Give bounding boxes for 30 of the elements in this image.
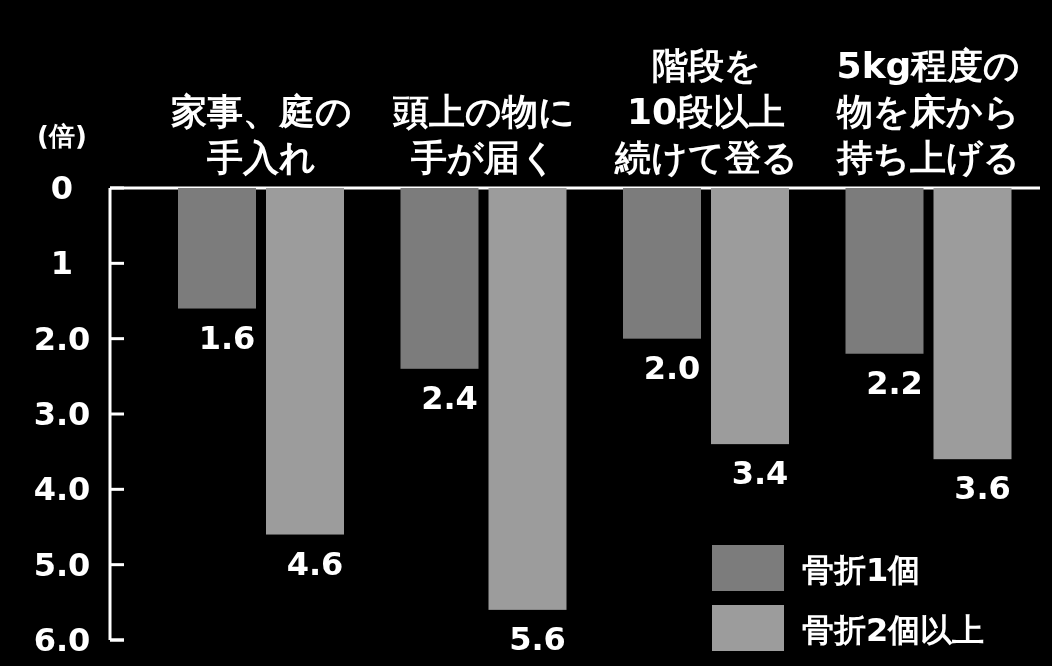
data-label: 2.2 (866, 363, 923, 402)
data-label: 3.6 (954, 469, 1011, 508)
x-tick-label: 階段を10段以上続けて登る (613, 45, 798, 178)
bar (623, 188, 701, 339)
y-tick-label: 4.0 (33, 470, 91, 509)
y-tick-label: 0 (50, 169, 74, 207)
y-tick-label: 6.0 (33, 621, 91, 659)
x-tick-label: 家事、庭の手入れ (170, 91, 352, 178)
x-tick-label: 5kg程度の物を床から持ち上げる (835, 45, 1021, 178)
y-tick-label: 2.0 (33, 319, 91, 358)
data-label: 2.0 (643, 348, 701, 387)
data-label: 2.4 (421, 378, 478, 417)
bar (266, 188, 344, 535)
y-tick-label: 3.0 (33, 395, 91, 433)
data-label: 4.6 (286, 544, 344, 583)
bar (400, 188, 479, 369)
legend-label: 骨折1個 (802, 551, 921, 589)
data-label: 3.4 (731, 454, 789, 493)
bar (178, 188, 256, 309)
y-tick-label: 1 (50, 244, 74, 283)
y-tick-label: 5.0 (33, 545, 91, 584)
bar (711, 188, 789, 445)
legend-label: 骨折2個以上 (802, 611, 985, 649)
bar (488, 188, 567, 610)
data-label: 5.6 (509, 619, 566, 658)
data-label: 1.6 (198, 318, 256, 357)
y-axis-title: (倍) (37, 121, 87, 151)
x-tick-label: 頭上の物に手が届く (391, 91, 575, 178)
bar (845, 188, 924, 354)
bar (933, 188, 1012, 460)
